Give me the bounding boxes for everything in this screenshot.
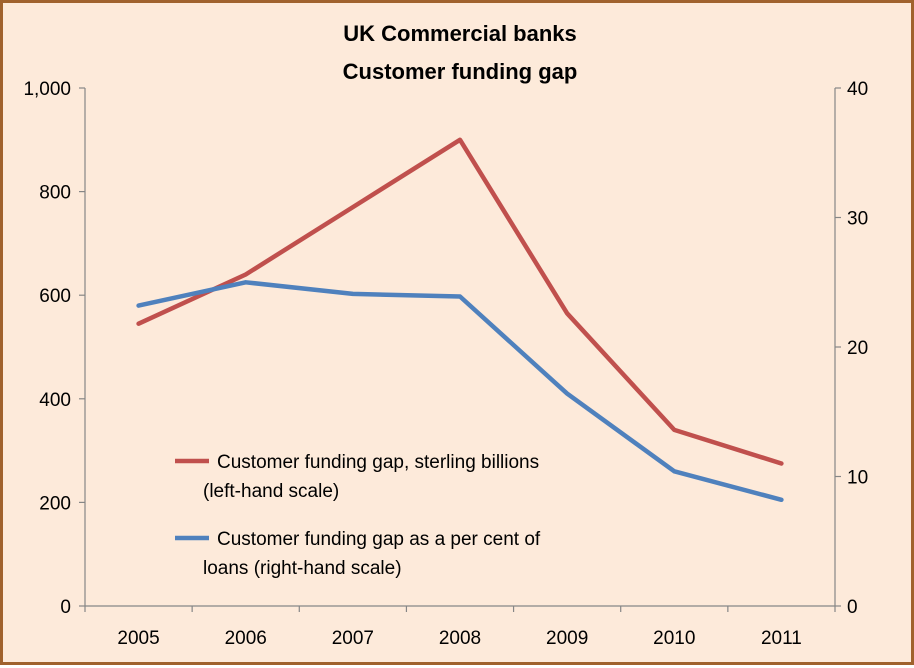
data-point (780, 499, 782, 501)
right-tick-label: 20 (847, 338, 868, 359)
x-tick-label: 2011 (761, 628, 802, 649)
data-point (459, 139, 461, 141)
left-tick-label: 1,000 (23, 79, 71, 100)
data-point (138, 305, 140, 307)
right-tick-label: 10 (847, 468, 868, 489)
left-tick-label: 0 (60, 597, 71, 618)
data-point (245, 281, 247, 283)
legend: Customer funding gap, sterling billions (… (175, 452, 541, 579)
data-point (566, 393, 568, 395)
legend-label-1: Customer funding gap, sterling billions (217, 452, 539, 473)
left-tick-label: 800 (39, 183, 71, 204)
data-point (673, 429, 675, 431)
data-point (780, 463, 782, 465)
data-point (566, 312, 568, 314)
legend-label-1: (left-hand scale) (203, 481, 339, 502)
left-tick-label: 400 (39, 390, 71, 411)
legend-label-2: loans (right-hand scale) (203, 558, 402, 579)
data-point (138, 323, 140, 325)
x-tick-label: 2009 (546, 628, 588, 649)
chart-title: UK Commercial banks (343, 21, 577, 46)
x-tick-label: 2008 (439, 628, 481, 649)
left-tick-label: 600 (39, 286, 71, 307)
right-tick-label: 0 (847, 597, 858, 618)
data-point (352, 206, 354, 208)
chart-subtitle: Customer funding gap (343, 59, 578, 84)
x-tick-label: 2006 (225, 628, 267, 649)
axis-ticks: 0 200 400 600 800 1,000 0 10 20 30 40 2005 2006 2007 2… (23, 79, 868, 649)
series-layer (136, 137, 784, 503)
data-point (352, 293, 354, 295)
right-tick-label: 30 (847, 209, 868, 230)
line-chart: UK Commercial banks Customer funding gap… (23, 21, 868, 649)
data-point (459, 295, 461, 297)
data-point (245, 273, 247, 275)
x-tick-label: 2010 (653, 628, 695, 649)
data-point (673, 470, 675, 472)
left-tick-label: 200 (39, 493, 71, 514)
legend-label-2: Customer funding gap as a per cent of (217, 529, 541, 550)
right-tick-label: 40 (847, 79, 868, 100)
x-tick-label: 2007 (332, 628, 374, 649)
x-tick-label: 2005 (117, 628, 159, 649)
series-line-1 (136, 137, 784, 466)
